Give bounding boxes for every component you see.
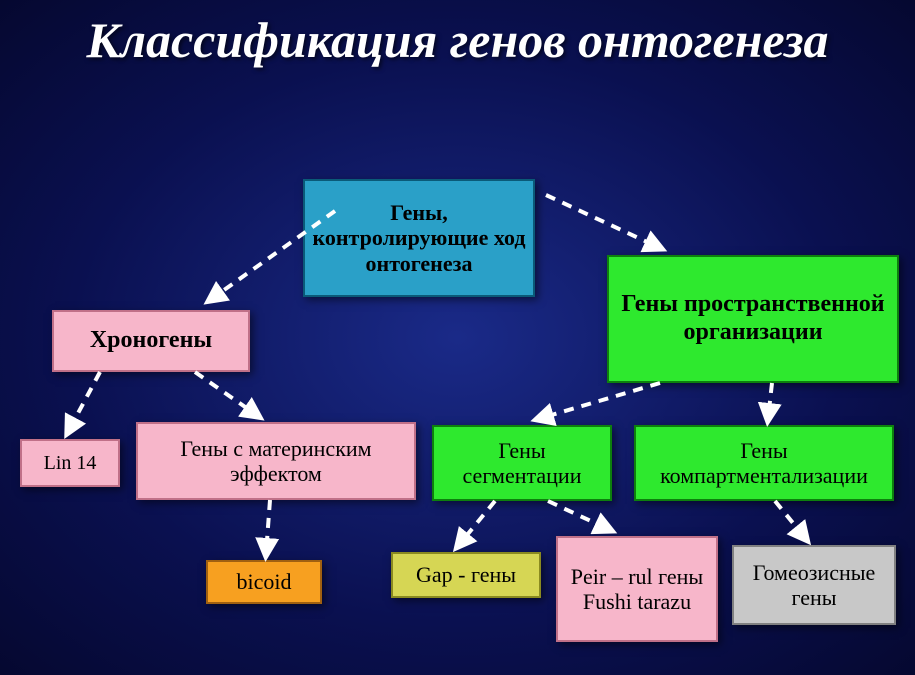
- node-spatial-label: Гены пространственной организации: [615, 291, 891, 346]
- node-lin14-label: Lin 14: [44, 452, 97, 475]
- node-peir-label: Peir – rul гены Fushi tarazu: [564, 564, 710, 615]
- node-segmentation: Гены сегментации: [432, 425, 612, 501]
- node-compartment-label: Гены компартментализации: [642, 438, 886, 489]
- slide: Классификация генов онтогенеза Гены, кон…: [0, 0, 915, 675]
- node-root: Гены, контролирующие ход онтогенеза: [303, 179, 535, 297]
- node-maternal: Гены с материнским эффектом: [136, 422, 416, 500]
- node-gap-label: Gap - гены: [416, 562, 516, 587]
- node-bicoid: bicoid: [206, 560, 322, 604]
- edge-maternal-bicoid: [266, 500, 270, 554]
- node-gap: Gap - гены: [391, 552, 541, 598]
- node-homeo-label: Гомеозисные гены: [740, 560, 888, 611]
- node-spatial: Гены пространственной организации: [607, 255, 899, 383]
- edge-root-spatial: [546, 195, 660, 248]
- edge-compartment-homeo: [775, 501, 806, 539]
- node-peir: Peir – rul гены Fushi tarazu: [556, 536, 718, 642]
- node-chrono: Хроногены: [52, 310, 250, 372]
- edge-chrono-lin14: [68, 372, 100, 432]
- node-root-label: Гены, контролирующие ход онтогенеза: [311, 200, 527, 276]
- node-segmentation-label: Гены сегментации: [440, 438, 604, 489]
- edge-chrono-maternal: [195, 372, 258, 416]
- node-maternal-label: Гены с материнским эффектом: [144, 436, 408, 487]
- node-bicoid-label: bicoid: [237, 569, 292, 594]
- node-lin14: Lin 14: [20, 439, 120, 487]
- edge-spatial-segmentation: [538, 383, 660, 419]
- edge-segmentation-gap: [458, 501, 495, 546]
- node-chrono-label: Хроногены: [90, 327, 212, 355]
- node-compartment: Гены компартментализации: [634, 425, 894, 501]
- slide-title: Классификация генов онтогенеза: [0, 12, 915, 70]
- edge-segmentation-peir: [548, 501, 610, 530]
- edge-spatial-compartment: [768, 383, 772, 419]
- node-homeo: Гомеозисные гены: [732, 545, 896, 625]
